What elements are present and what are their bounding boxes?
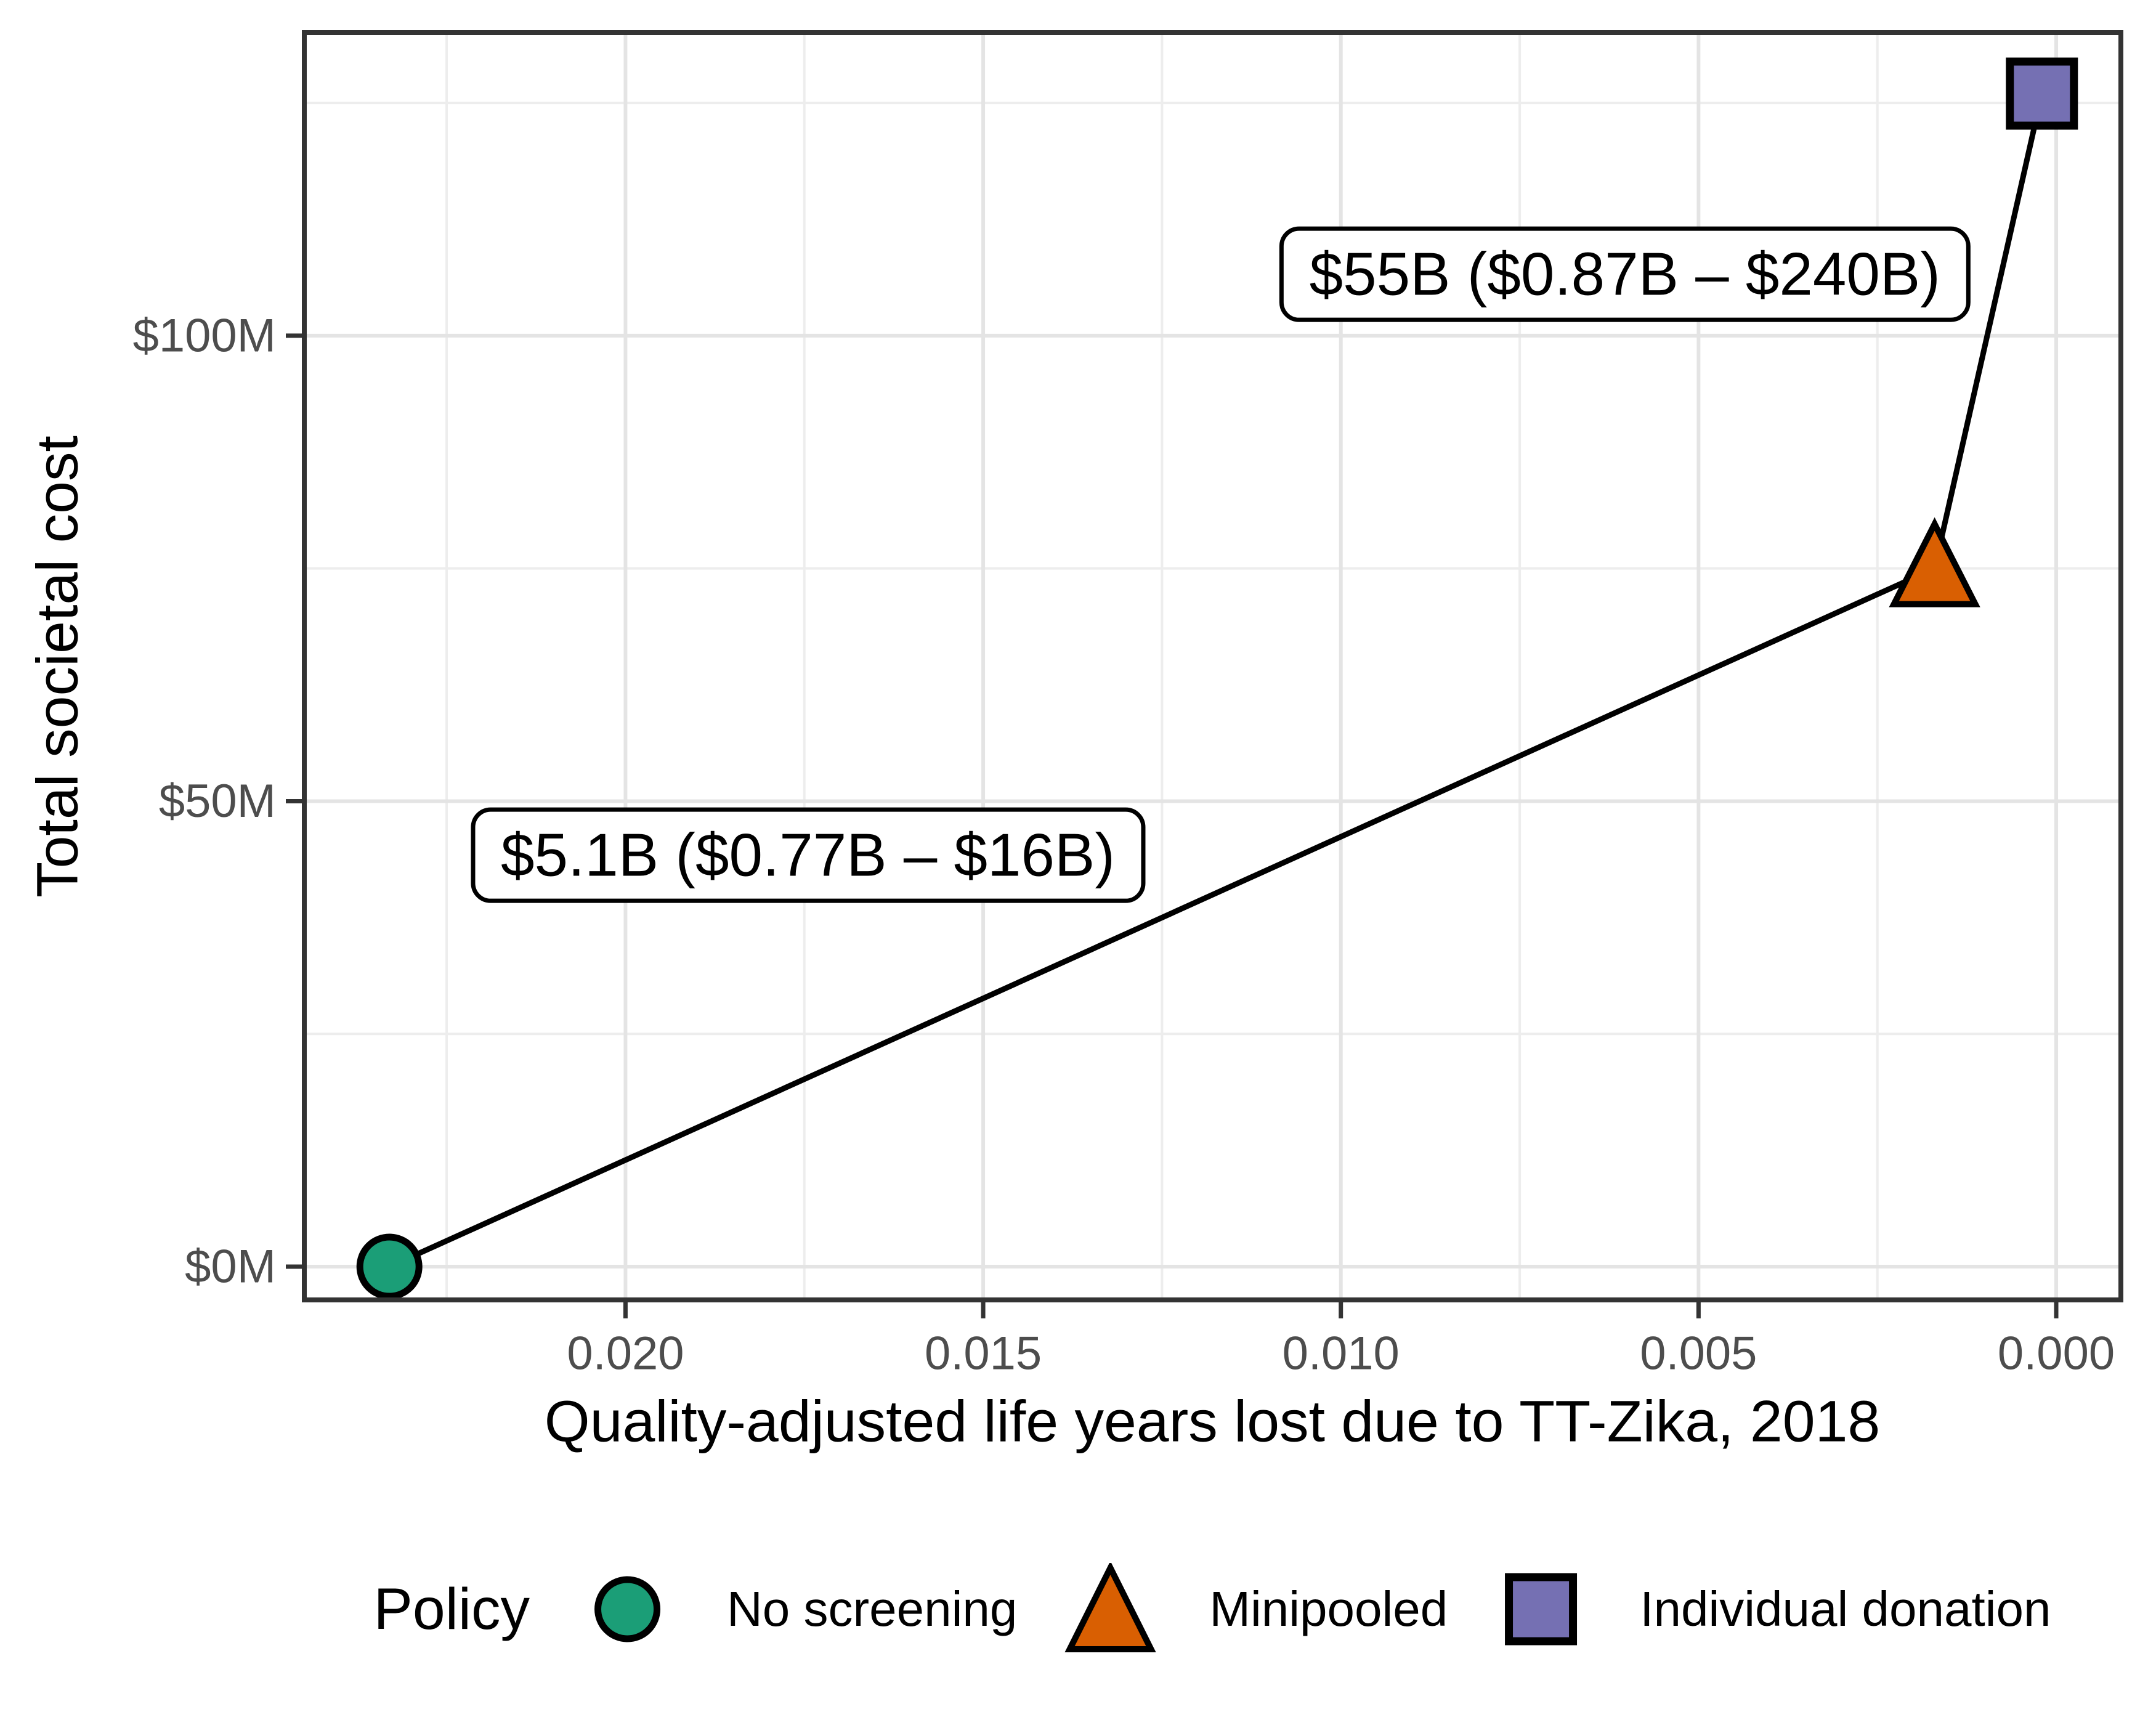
individual-donation-marker-shape [1504, 1573, 1577, 1646]
legend-item-minipooled: Minipooled [1064, 1563, 1448, 1655]
legend-label-minipooled: Minipooled [1209, 1581, 1448, 1636]
y-tick-label: $0M [185, 1241, 276, 1293]
y-tick-label: $100M [133, 309, 276, 362]
x-tick-label: 0.010 [1283, 1328, 1400, 1380]
data-point-individual-donation [2006, 57, 2078, 130]
legend-title: Policy [373, 1576, 530, 1642]
data-point-minipooled [1889, 517, 1980, 607]
legend-label-individual-donation: Individual donation [1640, 1581, 2051, 1636]
no-screening-circle-key-icon [594, 1576, 661, 1642]
minipooled-marker-shape [1064, 1563, 1156, 1652]
y-tick-label: $50M [159, 775, 276, 827]
legend-item-no-screening: No screening [582, 1563, 1017, 1655]
legend-items: No screening Minipooled Individual donatio… [582, 1563, 2051, 1655]
panel-border [302, 30, 2123, 1302]
x-axis-title: Quality-adjusted life years lost due to … [544, 1389, 1881, 1455]
annotation-box-2: $55B ($0.87B – $240B) [1279, 226, 1971, 322]
legend-label-no-screening: No screening [726, 1581, 1018, 1636]
legend-item-individual-donation: Individual donation [1494, 1563, 2051, 1655]
annotation-box-1: $5.1B ($0.77B – $16B) [471, 807, 1146, 903]
y-axis-title: Total societal cost [25, 436, 91, 898]
x-tick-label: 0.000 [1998, 1328, 2115, 1380]
no-screening-marker-shape [594, 1576, 661, 1642]
x-tick-label: 0.015 [925, 1328, 1042, 1380]
data-point-no-screening [356, 1233, 423, 1300]
minipooled-triangle-key-icon [1064, 1563, 1156, 1652]
legend: Policy No screening Minipooled Individual … [374, 1563, 2051, 1655]
individual-donation-square-key-icon [1504, 1573, 1577, 1646]
x-tick-label: 0.020 [567, 1328, 684, 1380]
x-tick-label: 0.005 [1640, 1328, 1757, 1380]
